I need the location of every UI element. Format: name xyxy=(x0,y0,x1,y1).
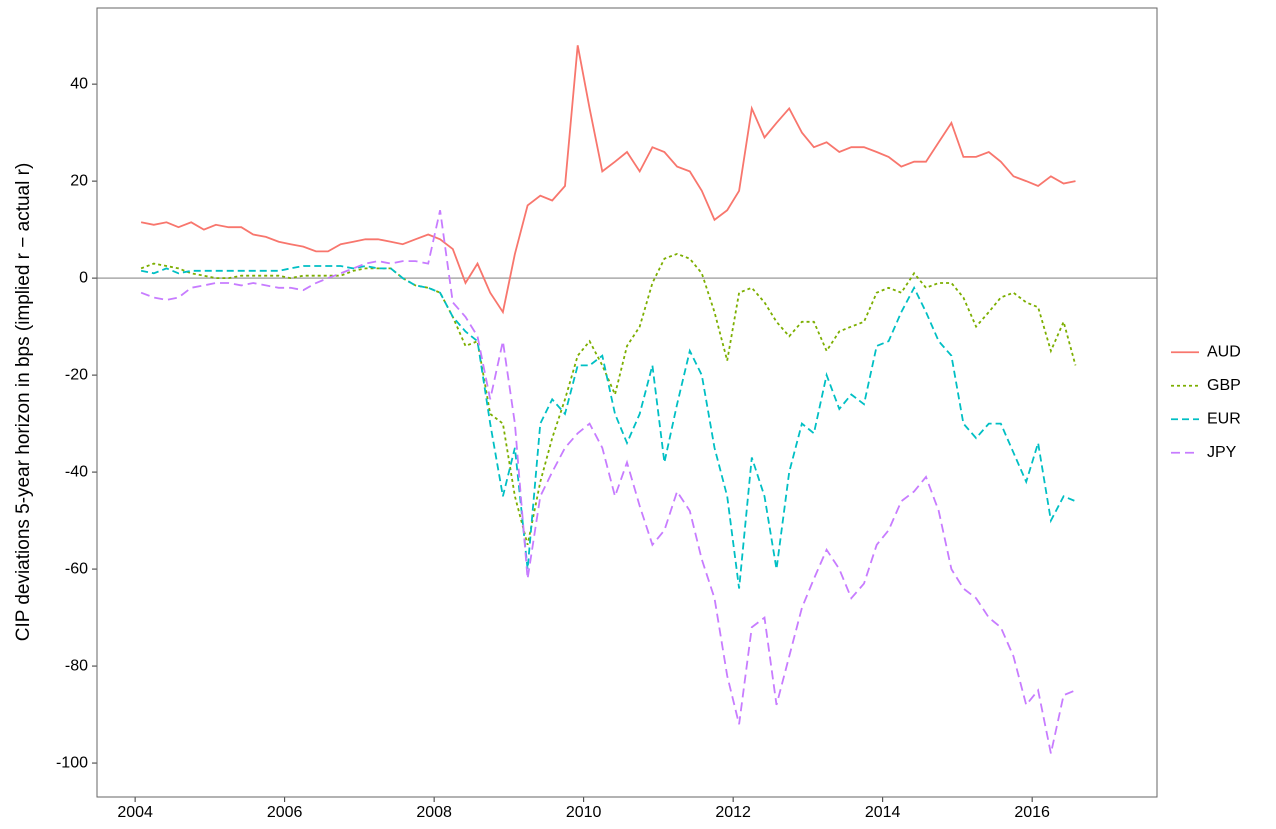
y-tick-label: -80 xyxy=(65,657,88,674)
y-tick-label: -60 xyxy=(65,560,88,577)
y-tick-label: 40 xyxy=(70,75,88,92)
x-tick-label: 2010 xyxy=(566,804,602,821)
y-tick-label: -40 xyxy=(65,463,88,480)
series-line xyxy=(140,45,1076,315)
y-axis-label: CIP deviations 5-year horizon in bps (im… xyxy=(13,163,34,642)
x-tick-label: 2016 xyxy=(1014,804,1050,821)
legend-label: JPY xyxy=(1207,444,1237,461)
x-tick-label: 2008 xyxy=(416,804,452,821)
legend-label: GBP xyxy=(1207,377,1241,394)
x-tick-label: 2012 xyxy=(715,804,751,821)
x-tick-label: 2006 xyxy=(267,804,303,821)
y-tick-label: 20 xyxy=(70,172,88,189)
y-tick-label: -20 xyxy=(65,366,88,383)
y-tick-label: -100 xyxy=(56,754,88,771)
legend-label: EUR xyxy=(1207,410,1241,427)
plot-border xyxy=(96,7,1158,798)
x-tick-label: 2014 xyxy=(865,804,901,821)
y-tick-label: 0 xyxy=(79,269,88,286)
x-tick-label: 2004 xyxy=(117,804,153,821)
series-line xyxy=(140,252,1077,546)
legend-label: AUD xyxy=(1207,343,1241,360)
series-line xyxy=(140,265,1076,589)
series-line xyxy=(140,210,1076,754)
